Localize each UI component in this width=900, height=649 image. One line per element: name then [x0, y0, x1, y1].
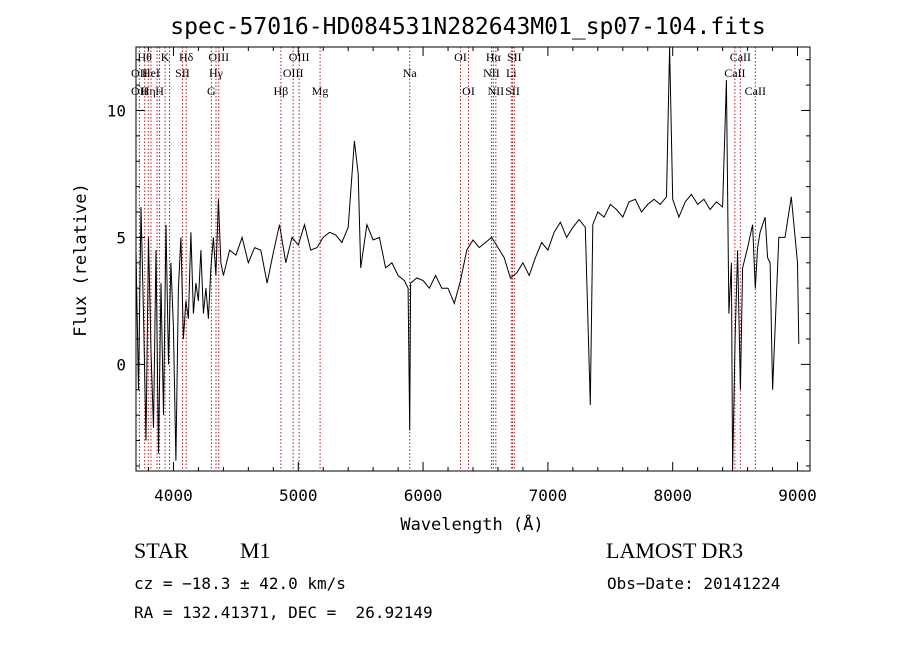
spectral-line-label: HeI: [142, 66, 160, 80]
spectral-line-label: K: [161, 50, 170, 64]
spectral-line-label: Hδ: [179, 50, 194, 64]
y-axis-label: Flux (relative): [71, 183, 91, 337]
spectral-line-label: SII: [175, 66, 190, 80]
spectrum-line: [135, 46, 800, 472]
spectral-line-label: OIII: [289, 50, 310, 64]
x-tick-label: 6000: [404, 486, 443, 505]
x-tick-label: 9000: [778, 486, 817, 505]
spectral-line-label: OI: [454, 50, 467, 64]
x-axis-ticks: 4000 5000 6000 7000 8000 9000: [147, 47, 817, 505]
y-axis-ticks: 0 5 10: [107, 59, 810, 467]
y-tick-label: 5: [116, 228, 126, 247]
spectral-line-label: H: [155, 84, 164, 98]
spectral-line-label: NII: [488, 84, 505, 98]
coordinates: RA = 132.41371, DEC = 26.92149: [134, 603, 433, 622]
spectral-line-label: Mg: [312, 84, 329, 98]
spectral-line-label: OI: [462, 84, 475, 98]
spectral-line-label: SII: [505, 84, 520, 98]
spectral-line-label: CaII: [745, 84, 766, 98]
spectral-line-label: Hη: [141, 84, 156, 98]
spectral-line-label: OII: [131, 84, 148, 98]
object-subclass: M1: [240, 538, 271, 563]
object-class: STAR: [134, 538, 189, 563]
spectral-line-label: OIII: [283, 66, 304, 80]
spectral-line-label: Li: [506, 66, 517, 80]
spectral-line-label: Hα: [486, 50, 502, 64]
y-tick-label: 0: [116, 355, 126, 374]
spectral-line-label: Hγ: [209, 66, 224, 80]
spectral-line-label: SII: [507, 50, 522, 64]
x-tick-label: 5000: [279, 486, 318, 505]
spectral-line-label: CaII: [730, 50, 751, 64]
x-axis-label: Wavelength (Å): [400, 513, 543, 535]
y-tick-label: 10: [107, 101, 126, 120]
spectral-line-label: Hβ: [274, 84, 289, 98]
observation-date: Obs−Date: 20141224: [607, 574, 781, 593]
x-tick-label: 7000: [529, 486, 568, 505]
spectral-line-label: G: [207, 84, 216, 98]
redshift-velocity: cz = −18.3 ± 42.0 km/s: [134, 574, 346, 593]
spectral-line-label: NII: [483, 66, 500, 80]
plot-frame: [135, 46, 811, 472]
x-tick-label: 4000: [154, 486, 193, 505]
spectral-line-label: Hθ: [138, 50, 153, 64]
chart-title: spec-57016-HD084531N282643M01_sp07-104.f…: [170, 14, 765, 40]
x-tick-label: 8000: [653, 486, 692, 505]
spectral-line-label: Na: [403, 66, 418, 80]
spectral-line-label: OII: [131, 66, 148, 80]
spectral-line-label: OIII: [208, 50, 229, 64]
survey-name: LAMOST DR3: [606, 538, 744, 563]
spectral-line-markers: [138, 47, 756, 471]
spectral-line-label: CaII: [724, 66, 745, 80]
